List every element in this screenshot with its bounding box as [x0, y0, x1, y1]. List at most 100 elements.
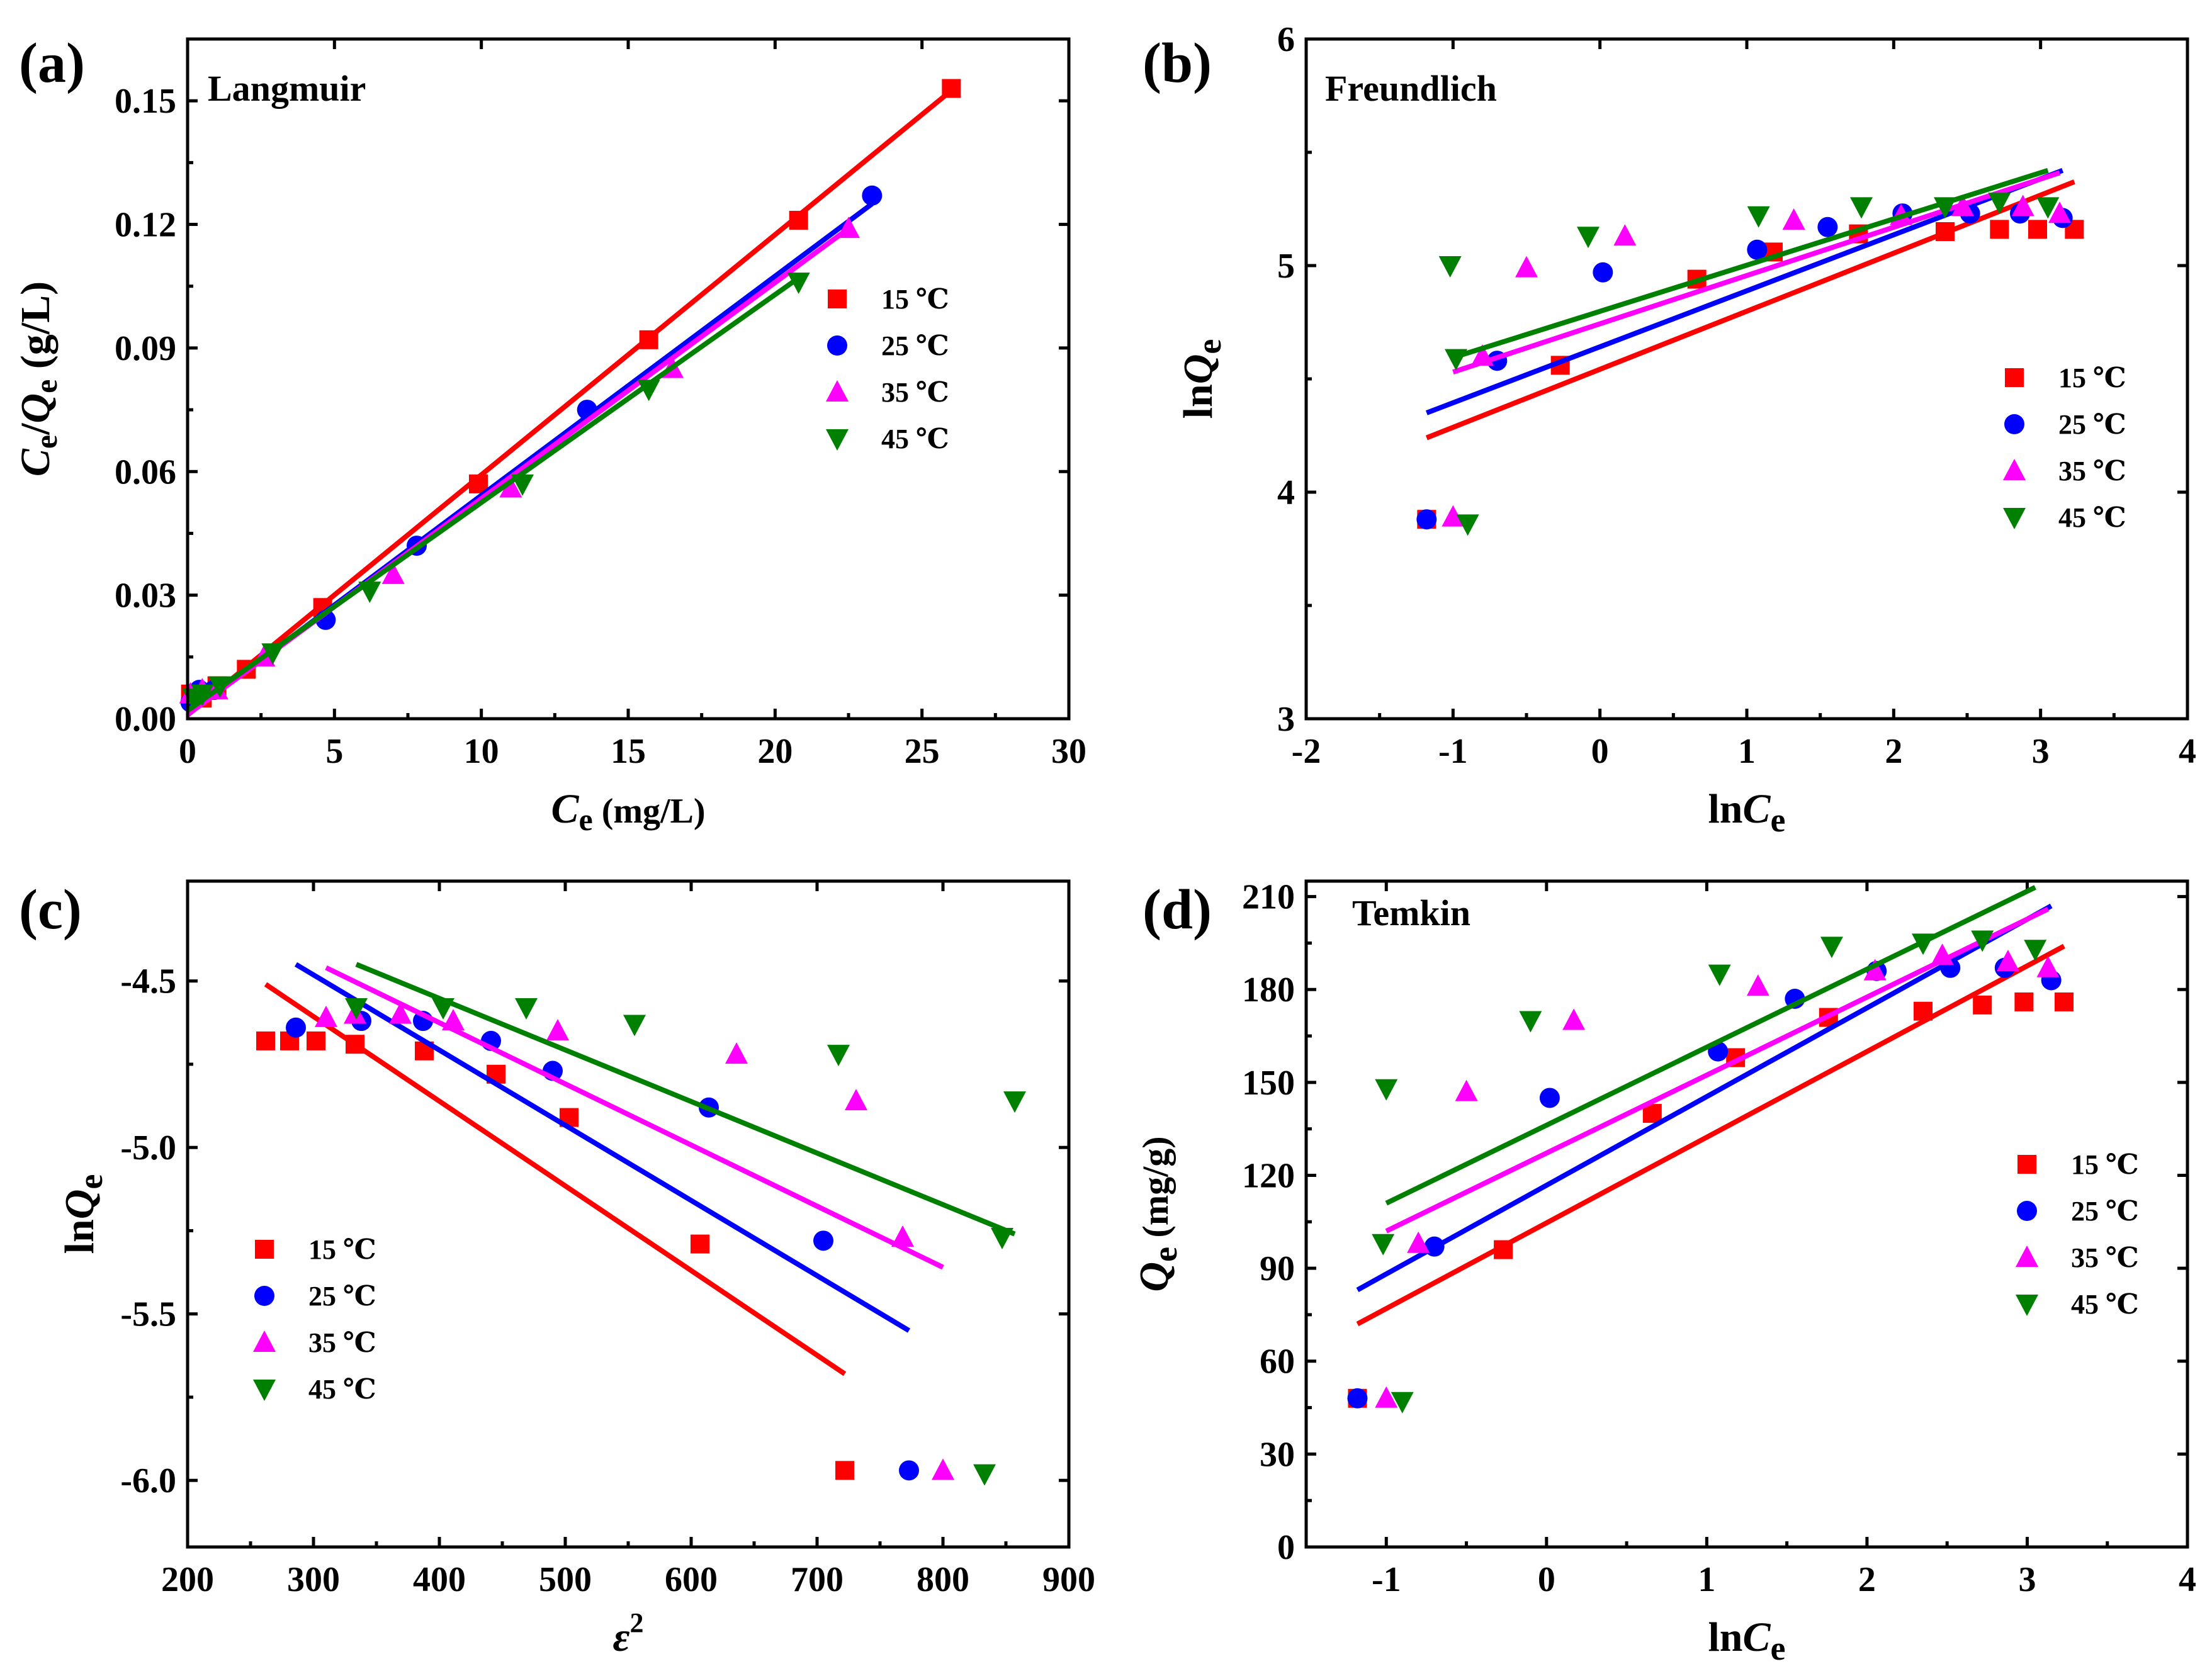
data-point: [1562, 1008, 1586, 1030]
x-tick-label: 300: [287, 1560, 340, 1599]
y-tick-label: -5.5: [120, 1295, 176, 1334]
data-point: [1442, 505, 1465, 527]
y-tick-label: 0.03: [115, 576, 176, 616]
data-point: [2014, 992, 2034, 1011]
data-point: [511, 474, 534, 496]
data-point: [899, 1460, 919, 1481]
legend-label: 15 ℃: [2058, 363, 2126, 393]
legend-marker: [2003, 459, 2026, 480]
y-tick-label: 150: [1242, 1064, 1295, 1103]
panel-label: (b): [1143, 32, 1212, 94]
x-tick-label: 500: [539, 1560, 592, 1599]
fit-line: [1449, 167, 2049, 361]
y-tick-label: 60: [1260, 1342, 1295, 1381]
x-tick-label: 2: [1885, 732, 1902, 771]
model-annotation: Temkin: [1352, 892, 1470, 933]
data-point: [256, 1031, 275, 1050]
series-c-1: [286, 962, 919, 1481]
fit-line: [1356, 903, 2053, 1293]
y-tick-label: 6: [1277, 20, 1295, 59]
legend-label: 15 ℃: [2071, 1149, 2139, 1180]
x-axis-title: Ce (mg/L): [551, 786, 705, 837]
legend-marker: [2017, 1155, 2036, 1174]
series-d-3: [1372, 885, 2047, 1414]
panel-label: (d): [1143, 879, 1212, 941]
data-point: [1445, 349, 1467, 371]
legend-label: 25 ℃: [308, 1281, 376, 1312]
data-point: [1934, 197, 1956, 219]
fit-line: [355, 962, 1016, 1237]
series-d-1: [1347, 903, 2062, 1409]
data-point: [1471, 344, 1494, 366]
legend-label: 35 ℃: [881, 377, 949, 408]
data-point: [827, 1045, 850, 1067]
fit-line: [1452, 170, 2061, 374]
y-tick-label: 30: [1260, 1435, 1295, 1474]
data-point: [2028, 220, 2047, 239]
y-tick-label: 210: [1242, 878, 1295, 917]
model-annotation: Langmuir: [208, 68, 366, 109]
x-tick-label: 10: [464, 732, 499, 771]
data-point: [1973, 995, 1992, 1015]
data-point: [1996, 949, 2019, 971]
legend-label: 35 ℃: [308, 1327, 376, 1358]
panel-label: (c): [19, 879, 82, 941]
legend-marker: [2005, 368, 2024, 387]
x-tick-label: 15: [611, 732, 646, 771]
data-point: [1416, 509, 1437, 530]
y-tick-label: 4: [1277, 473, 1295, 512]
data-point: [1515, 256, 1538, 278]
data-point: [1438, 256, 1462, 278]
data-point: [991, 1228, 1013, 1250]
legend-marker: [2016, 1246, 2038, 1267]
legend-marker: [254, 1286, 274, 1306]
data-point: [1424, 1236, 1445, 1257]
data-point: [345, 998, 368, 1020]
data-point: [891, 1225, 914, 1247]
model-annotation: Freundlich: [1325, 68, 1497, 109]
x-tick-label: 0: [1538, 1560, 1555, 1599]
data-point: [515, 998, 538, 1020]
data-point: [1455, 1079, 1478, 1101]
y-tick-label: 0.12: [115, 206, 176, 245]
data-point: [1951, 194, 1974, 217]
legend: 15 ℃ 25 ℃ 35 ℃ 45 ℃: [253, 1234, 376, 1405]
legend: 15 ℃ 25 ℃ 35 ℃ 45 ℃: [2003, 363, 2126, 533]
x-tick-label: 1: [1698, 1560, 1715, 1599]
x-tick-label: 800: [917, 1560, 969, 1599]
series-c-0: [256, 982, 854, 1480]
y-tick-label: 0: [1277, 1528, 1295, 1567]
legend-label: 45 ℃: [2071, 1289, 2139, 1320]
data-point: [637, 380, 660, 402]
x-tick-label: 20: [757, 732, 793, 771]
series-c-3: [345, 962, 1026, 1486]
data-point: [286, 1017, 306, 1038]
data-point: [1347, 1388, 1368, 1409]
legend-marker: [253, 1380, 276, 1401]
y-tick-label: 5: [1277, 247, 1295, 286]
plot-frame: [1304, 37, 2189, 721]
x-tick-label: -1: [1372, 1560, 1401, 1599]
data-point: [639, 330, 658, 349]
y-axis-title: Qe (mg/g): [1131, 1136, 1184, 1291]
data-point: [499, 476, 522, 498]
data-point: [315, 1005, 337, 1027]
y-axis-title: Ce/Qe (g/L): [13, 281, 64, 476]
legend-label: 35 ℃: [2058, 456, 2126, 486]
legend-marker: [253, 1330, 276, 1352]
panel-a: 0 5 10 15 20 25 30 0.00 0.03 0.06 0.09 0.12 0.15 15 ℃…: [13, 32, 1086, 837]
y-tick-label: 180: [1242, 970, 1295, 1010]
x-tick-label: 600: [665, 1560, 718, 1599]
legend: 15 ℃ 25 ℃ 35 ℃ 45 ℃: [826, 284, 949, 454]
data-point: [1931, 943, 1954, 965]
panel-label: (a): [19, 32, 85, 94]
legend-marker: [828, 290, 847, 308]
x-tick-label: -2: [1292, 732, 1321, 771]
x-tick-label: 0: [1591, 732, 1609, 771]
y-tick-label: -5.0: [120, 1128, 176, 1167]
x-tick-label: 3: [2032, 732, 2050, 771]
data-point: [2024, 940, 2047, 962]
series-c-2: [315, 965, 954, 1480]
x-tick-label: 30: [1051, 732, 1086, 771]
series-b-3: [1438, 167, 2060, 536]
